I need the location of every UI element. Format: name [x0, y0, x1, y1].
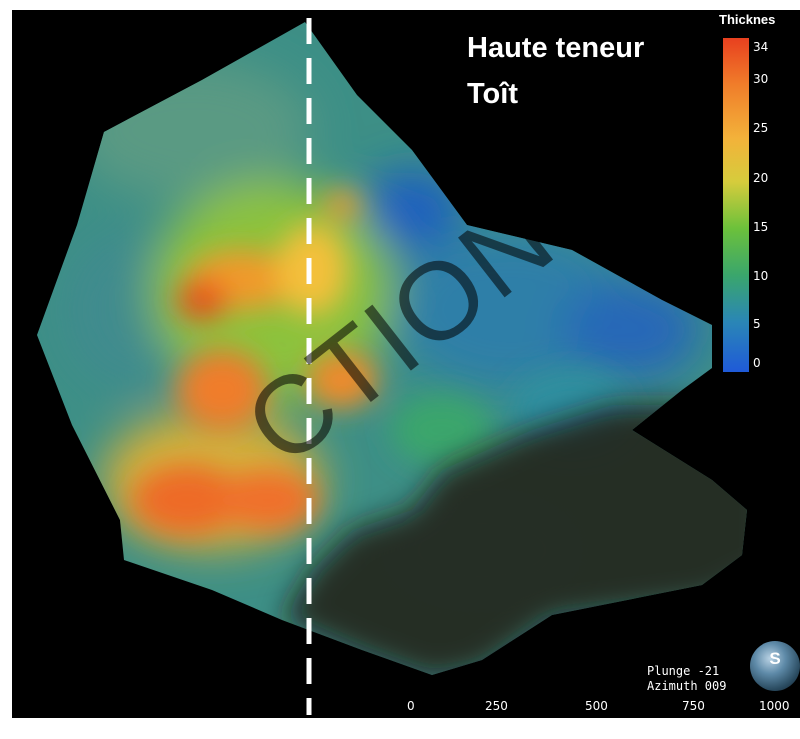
legend-title: Thicknes — [719, 12, 776, 27]
legend-tick-15: 15 — [753, 220, 769, 234]
legend-tick-25: 25 — [753, 121, 769, 135]
legend-color-bar — [723, 38, 749, 372]
legend-tick-10: 10 — [753, 269, 769, 283]
legend-tick-5: 5 — [753, 317, 761, 331]
azimuth-readout: Azimuth 009 — [647, 679, 727, 693]
map-viewport[interactable]: Haute teneur Toît Thicknes 34 30 25 20 1… — [12, 10, 800, 718]
map-title-line-1: Haute teneur — [467, 32, 645, 64]
view-orientation: Plunge -21 Azimuth 009 — [647, 664, 726, 694]
scale-label-750: 750 — [682, 699, 705, 713]
legend-tick-34: 34 — [753, 40, 769, 54]
legend-tick-0: 0 — [753, 356, 761, 370]
scale-label-0: 0 — [407, 699, 415, 713]
compass-letter: S — [769, 649, 781, 668]
plunge-readout: Plunge -21 — [647, 664, 720, 678]
compass-sphere-icon[interactable]: S — [750, 641, 800, 691]
legend-tick-30: 30 — [753, 72, 769, 86]
map-title-line-2: Toît — [467, 78, 518, 110]
scale-label-250: 250 — [485, 699, 508, 713]
thickness-map — [37, 18, 749, 715]
deposit-surface — [37, 22, 747, 675]
legend-tick-20: 20 — [753, 171, 769, 185]
scale-label-1000: 1000 — [759, 699, 790, 713]
scale-label-500: 500 — [585, 699, 608, 713]
